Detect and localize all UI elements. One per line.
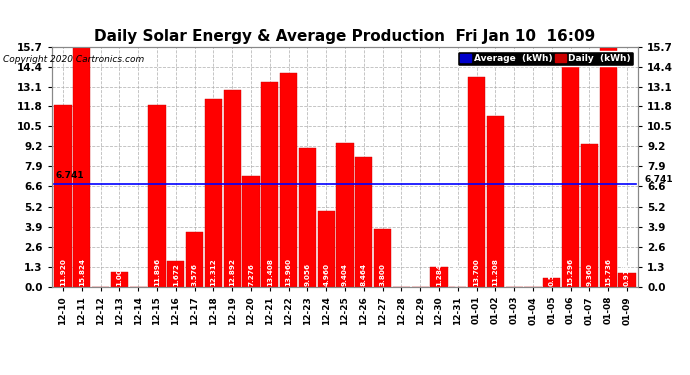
Text: 1.672: 1.672 bbox=[172, 263, 179, 286]
Text: 11.208: 11.208 bbox=[493, 258, 498, 286]
Bar bbox=[242, 176, 259, 287]
Text: 0.016: 0.016 bbox=[455, 263, 461, 286]
Bar bbox=[581, 144, 598, 287]
Bar bbox=[431, 267, 448, 287]
Bar bbox=[618, 273, 635, 287]
Bar bbox=[486, 116, 504, 287]
Bar bbox=[562, 53, 579, 287]
Text: 1.000: 1.000 bbox=[117, 263, 122, 286]
Bar bbox=[355, 158, 373, 287]
Text: 11.896: 11.896 bbox=[154, 258, 160, 286]
Text: 8.464: 8.464 bbox=[361, 263, 367, 286]
Text: 6.741: 6.741 bbox=[644, 175, 673, 184]
Text: 9.360: 9.360 bbox=[586, 263, 593, 286]
Text: 0.548: 0.548 bbox=[549, 263, 555, 286]
Text: 3.800: 3.800 bbox=[380, 263, 386, 286]
Text: 12.312: 12.312 bbox=[210, 258, 217, 286]
Text: 15.296: 15.296 bbox=[568, 258, 573, 286]
Text: 4.960: 4.960 bbox=[323, 263, 329, 286]
Bar bbox=[111, 272, 128, 287]
Bar bbox=[205, 99, 222, 287]
Legend: Average  (kWh), Daily  (kWh): Average (kWh), Daily (kWh) bbox=[457, 51, 633, 66]
Text: 13.960: 13.960 bbox=[286, 258, 292, 286]
Text: 3.576: 3.576 bbox=[192, 263, 197, 286]
Bar bbox=[186, 232, 204, 287]
Bar bbox=[55, 105, 72, 287]
Bar bbox=[224, 90, 241, 287]
Text: 13.408: 13.408 bbox=[267, 258, 273, 286]
Bar bbox=[148, 105, 166, 287]
Text: 0.912: 0.912 bbox=[624, 263, 630, 286]
Text: 1.284: 1.284 bbox=[436, 263, 442, 286]
Text: 7.276: 7.276 bbox=[248, 263, 254, 286]
Bar bbox=[374, 229, 391, 287]
Bar bbox=[600, 46, 617, 287]
Bar bbox=[543, 279, 560, 287]
Bar bbox=[299, 148, 316, 287]
Title: Daily Solar Energy & Average Production  Fri Jan 10  16:09: Daily Solar Energy & Average Production … bbox=[95, 29, 595, 44]
Text: 9.056: 9.056 bbox=[304, 263, 310, 286]
Bar bbox=[336, 143, 354, 287]
Bar bbox=[261, 82, 279, 287]
Text: 13.700: 13.700 bbox=[473, 258, 480, 286]
Text: 9.404: 9.404 bbox=[342, 263, 348, 286]
Bar bbox=[468, 78, 485, 287]
Bar bbox=[280, 74, 297, 287]
Bar bbox=[73, 45, 90, 287]
Bar bbox=[317, 211, 335, 287]
Text: 6.741: 6.741 bbox=[55, 171, 84, 180]
Text: 15.824: 15.824 bbox=[79, 258, 85, 286]
Text: 15.736: 15.736 bbox=[605, 258, 611, 286]
Bar bbox=[167, 261, 184, 287]
Text: 11.920: 11.920 bbox=[60, 258, 66, 286]
Text: Copyright 2020 Cartronics.com: Copyright 2020 Cartronics.com bbox=[3, 55, 145, 64]
Text: 12.892: 12.892 bbox=[229, 258, 235, 286]
